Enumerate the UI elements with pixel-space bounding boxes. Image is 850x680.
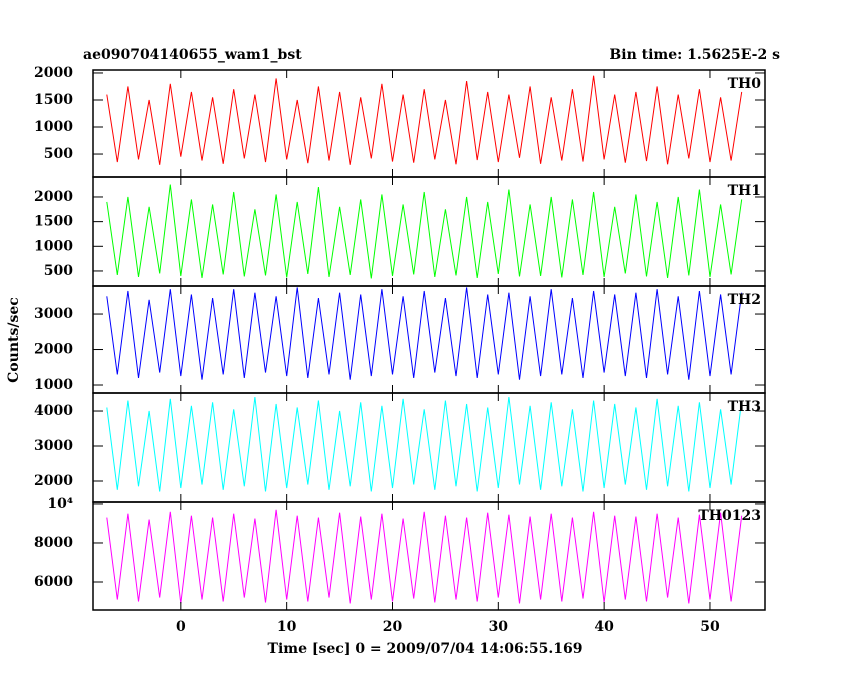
series-line [106, 396, 743, 492]
y-tick-label: 2000 [34, 189, 73, 205]
legend-label: TH1 [728, 183, 761, 199]
y-tick-label: 10⁴ [47, 496, 73, 512]
y-tick-label: 2000 [34, 65, 73, 81]
y-tick-label: 1500 [34, 92, 73, 108]
x-axis-label: Time [sec] 0 = 2009/07/04 14:06:55.169 [268, 641, 583, 657]
legend-label: TH3 [728, 399, 761, 415]
y-tick-label: 3000 [34, 306, 73, 322]
series-line [106, 509, 743, 604]
y-tick-label: 1000 [34, 377, 73, 393]
legend-label: TH2 [728, 292, 761, 308]
y-tick-label: 2000 [34, 342, 73, 358]
y-tick-label: 1500 [34, 214, 73, 230]
series-line [106, 75, 743, 165]
y-tick-label: 500 [44, 146, 73, 162]
chart-subtitle: Bin time: 1.5625E-2 s [609, 47, 780, 63]
y-tick-label: 4000 [34, 403, 73, 419]
legend-label: TH0123 [698, 508, 761, 524]
x-tick-label: 50 [700, 619, 720, 635]
series-line [106, 287, 743, 380]
legend-label: TH0 [728, 76, 762, 92]
y-axis-label: Counts/sec [6, 297, 22, 383]
panel-frame [92, 285, 766, 394]
y-tick-label: 8000 [34, 535, 73, 551]
series-line [106, 184, 743, 279]
y-tick-label: 1000 [34, 238, 73, 254]
x-tick-label: 0 [176, 619, 186, 635]
y-tick-label: 1000 [34, 119, 73, 135]
y-tick-label: 3000 [34, 438, 73, 454]
panel-frame [92, 501, 766, 611]
x-tick-label: 10 [277, 619, 297, 635]
y-tick-label: 500 [44, 263, 73, 279]
y-tick-label: 6000 [34, 574, 73, 590]
chart-title: ae090704140655_wam1_bst [83, 47, 302, 63]
x-tick-label: 20 [383, 619, 403, 635]
y-tick-label: 2000 [34, 473, 73, 489]
x-tick-label: 30 [489, 619, 509, 635]
x-tick-label: 40 [594, 619, 614, 635]
